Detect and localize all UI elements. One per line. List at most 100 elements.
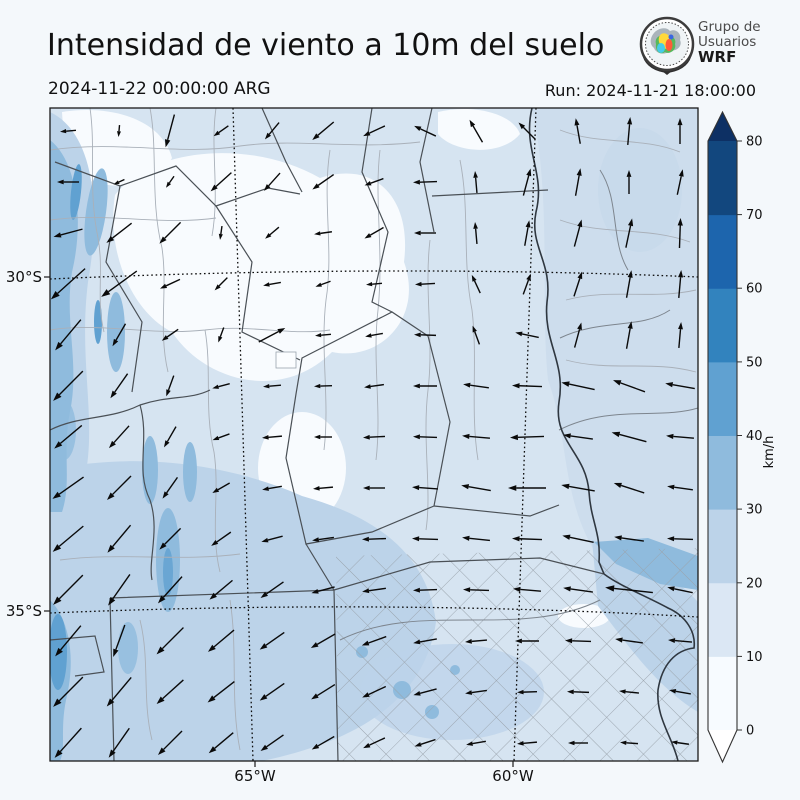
wind-arrow-shaft: [265, 682, 285, 697]
wind-arrow-shaft: [469, 537, 490, 542]
xtick-label-60W: 60°W: [492, 767, 534, 785]
wind-arrow-shaft: [622, 639, 643, 644]
wind-arrow-head: [259, 643, 268, 650]
province-borders: [50, 108, 605, 761]
wind-arrow-shaft: [468, 486, 491, 492]
colorbar-segment: [708, 214, 737, 289]
wind-arrow-shaft: [474, 331, 481, 345]
wind-arrow-shaft: [524, 227, 529, 246]
colorbar: 0 10 20 30 40 50 60 70 80 km/h: [707, 110, 777, 764]
wind-arrow-head: [156, 646, 165, 655]
wind-arrow-shaft: [572, 640, 592, 643]
wind-arrow-head: [312, 183, 320, 190]
wind-arrow-shaft: [112, 524, 132, 548]
wind-arrow-head: [508, 485, 517, 491]
wind-arrow-head: [619, 689, 626, 694]
wind-arrow-shaft: [473, 280, 481, 294]
wind-arrow-shaft: [218, 433, 230, 439]
wind-arrow-shaft: [574, 175, 580, 196]
wind-arrow-shaft: [620, 382, 646, 393]
wind-arrow-shaft: [470, 589, 490, 592]
wind-arrow-shaft: [625, 277, 631, 298]
wind-arrow-shaft: [569, 536, 594, 544]
wind-arrow-head: [108, 749, 116, 758]
wind-arrow-head: [60, 129, 67, 134]
wind-arrow-head: [362, 588, 370, 594]
wind-arrow-head: [677, 218, 683, 226]
wind-arrow-shaft: [112, 574, 131, 600]
wind-arrow-shaft: [268, 172, 281, 187]
wind-arrow-shaft: [523, 741, 538, 745]
wind-arrow-shaft: [58, 476, 84, 495]
wind-arrow-shaft: [470, 384, 489, 389]
colorbar-segment: [708, 361, 737, 436]
wind-arrow-head: [666, 433, 674, 439]
wind-arrow-head: [314, 434, 321, 440]
wind-arrow-head: [311, 693, 319, 700]
cb-tick-80: 80: [746, 135, 763, 150]
wind-arrow-shaft: [115, 323, 127, 341]
wind-arrow-shaft: [522, 126, 536, 140]
wind-arrow-shaft: [419, 538, 439, 541]
wind-arrow-head: [605, 585, 615, 592]
wind-arrow-shaft: [319, 486, 334, 490]
wind-arrow-head: [112, 338, 119, 347]
wind-arrow-head: [101, 289, 111, 297]
wind-arrow-head: [313, 486, 320, 491]
colorbar-over-arrow: [708, 112, 737, 141]
wind-arrow-head: [312, 537, 320, 542]
wind-arrow-shaft: [472, 125, 484, 143]
wind-arrow-shaft: [269, 281, 281, 286]
wind-arrow-head: [314, 231, 321, 236]
wind-arrow-head: [413, 690, 421, 696]
wind-arrow-head: [562, 534, 571, 540]
wind-arrow-shaft: [265, 631, 285, 646]
wind-arrow-shaft: [215, 172, 232, 188]
wind-arrow-head: [412, 536, 420, 542]
wind-arrow-shaft: [625, 328, 631, 349]
wind-arrow-shaft: [371, 332, 383, 337]
wind-arrow-head: [414, 332, 421, 338]
wind-arrow-head: [218, 336, 223, 343]
wind-arrow-head: [415, 281, 422, 287]
wind-arrow-head: [363, 130, 371, 137]
wind-arrow-head: [667, 586, 675, 592]
wind-arrow-head: [208, 746, 217, 754]
wind-arrow-head: [315, 333, 322, 338]
wind-arrow-shaft: [517, 435, 545, 439]
wind-arrow-shaft: [625, 225, 632, 248]
wind-arrow-head: [462, 535, 470, 541]
wind-arrow-head: [463, 587, 471, 593]
wind-arrow-head: [671, 740, 678, 745]
wind-arrow-head: [620, 740, 627, 746]
wind-arrow-shaft: [113, 425, 130, 444]
wind-arrow-head: [159, 542, 167, 550]
wind-arrow-shaft: [164, 221, 182, 239]
wind-arrow-head: [164, 139, 171, 148]
wind-arrow-shaft: [107, 270, 138, 293]
wind-arrow-head: [106, 698, 115, 707]
wind-arrow-head: [207, 695, 216, 703]
wind-arrow-shaft: [520, 588, 542, 592]
wind-arrow-head: [314, 383, 321, 389]
wind-arrow-head: [678, 169, 684, 177]
wind-arrow-shaft: [676, 176, 682, 195]
wind-arrow-shaft: [369, 125, 386, 134]
wind-arrow-head: [166, 389, 171, 397]
wind-arrow-head: [260, 591, 268, 599]
wind-arrow-head: [52, 491, 61, 499]
wind-arrow-shaft: [522, 175, 530, 196]
wind-arrow-head: [665, 382, 674, 388]
wind-arrow-shaft: [573, 226, 581, 247]
colorbar-segment: [708, 288, 737, 363]
wind-arrow-shaft: [112, 727, 130, 752]
wind-arrow-shaft: [368, 685, 387, 696]
wind-arrow-head: [315, 282, 322, 287]
wind-arrow-head: [212, 487, 220, 493]
wind-arrow-shaft: [471, 639, 488, 643]
wind-arrow-head: [262, 435, 269, 440]
cb-tick-60: 60: [746, 282, 763, 297]
wind-arrow-head: [53, 392, 62, 401]
wind-arrow-head: [260, 744, 268, 752]
